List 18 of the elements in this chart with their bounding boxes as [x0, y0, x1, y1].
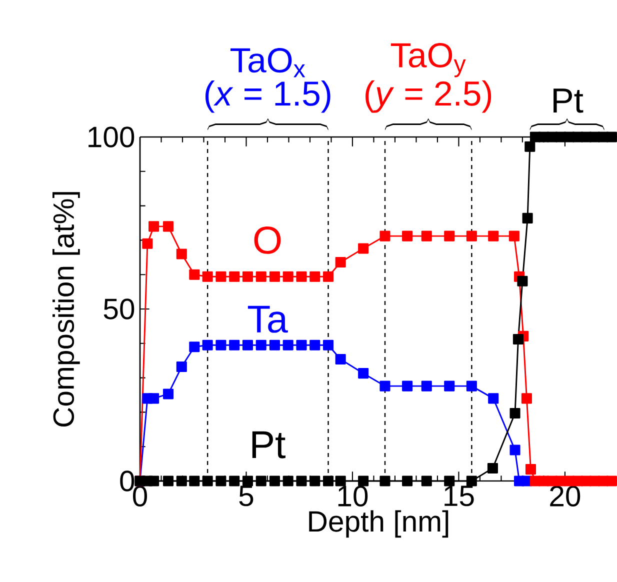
series-label: Ta — [248, 306, 288, 333]
text: TaO$_{y}$ — [390, 42, 466, 78]
y-tick-label: 0 — [120, 470, 134, 492]
x-axis-title: Depth [nm] — [309, 510, 448, 538]
text: Pt — [554, 88, 584, 113]
y-tick-label: 100 — [88, 126, 134, 148]
text: (y = 2.5) — [366, 80, 492, 113]
x-tick-label: 5 — [239, 486, 254, 506]
y-axis-title: Composition [at%] — [52, 192, 80, 427]
y-tick-label: 50 — [104, 298, 134, 320]
x-tick-label: 15 — [444, 486, 474, 506]
x-tick-label: 10 — [338, 486, 368, 506]
x-tick-label: 0 — [132, 486, 148, 506]
text: (x = 1.5) — [205, 80, 330, 113]
x-tick-label: 20 — [550, 486, 580, 506]
text: TaO$_{x}$ — [230, 48, 306, 78]
series-label: O — [254, 226, 281, 254]
series-label: Pt — [252, 431, 286, 458]
